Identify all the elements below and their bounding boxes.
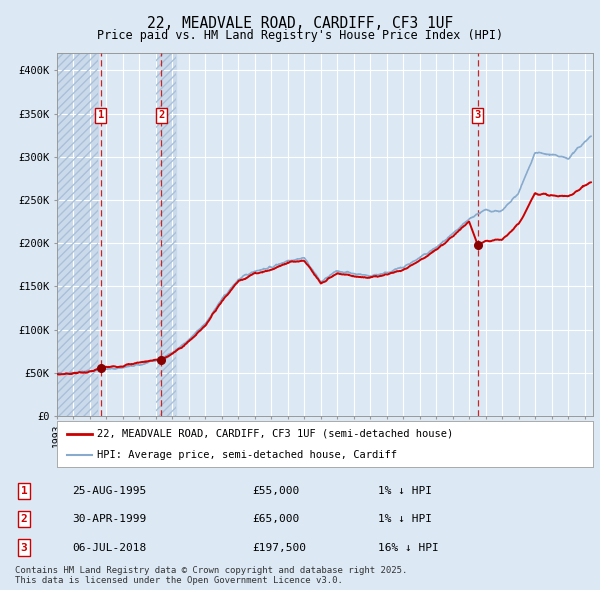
Text: 06-JUL-2018: 06-JUL-2018 xyxy=(72,543,146,552)
Text: 1: 1 xyxy=(20,486,28,496)
Text: 1: 1 xyxy=(98,110,104,120)
Bar xyxy=(57,53,98,416)
Text: 25-AUG-1995: 25-AUG-1995 xyxy=(72,486,146,496)
Text: 1% ↓ HPI: 1% ↓ HPI xyxy=(378,486,432,496)
Text: £55,000: £55,000 xyxy=(252,486,299,496)
Text: 30-APR-1999: 30-APR-1999 xyxy=(72,514,146,524)
Text: £65,000: £65,000 xyxy=(252,514,299,524)
Text: £197,500: £197,500 xyxy=(252,543,306,552)
Bar xyxy=(156,53,176,416)
Text: 22, MEADVALE ROAD, CARDIFF, CF3 1UF (semi-detached house): 22, MEADVALE ROAD, CARDIFF, CF3 1UF (sem… xyxy=(97,429,454,439)
Text: 1% ↓ HPI: 1% ↓ HPI xyxy=(378,514,432,524)
Bar xyxy=(156,53,176,416)
Text: Contains HM Land Registry data © Crown copyright and database right 2025.
This d: Contains HM Land Registry data © Crown c… xyxy=(15,566,407,585)
Text: 3: 3 xyxy=(475,110,481,120)
Text: 3: 3 xyxy=(20,543,28,552)
Text: Price paid vs. HM Land Registry's House Price Index (HPI): Price paid vs. HM Land Registry's House … xyxy=(97,30,503,42)
Text: HPI: Average price, semi-detached house, Cardiff: HPI: Average price, semi-detached house,… xyxy=(97,450,397,460)
Bar xyxy=(57,53,98,416)
Text: 22, MEADVALE ROAD, CARDIFF, CF3 1UF: 22, MEADVALE ROAD, CARDIFF, CF3 1UF xyxy=(147,16,453,31)
Text: 2: 2 xyxy=(20,514,28,524)
Text: 16% ↓ HPI: 16% ↓ HPI xyxy=(378,543,439,552)
Text: 2: 2 xyxy=(158,110,164,120)
